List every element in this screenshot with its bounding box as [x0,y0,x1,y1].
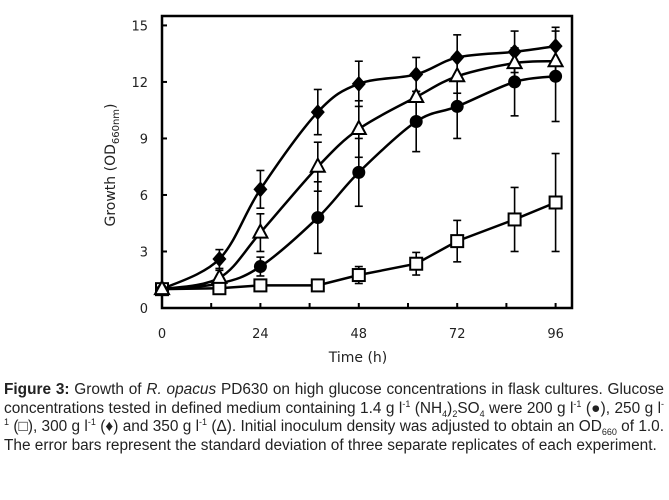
data-point [310,104,325,121]
growth-chart: 0 24 48 72 96 0 3 6 9 12 15 Time (h) Growth (OD66… [103,14,574,366]
data-point [448,66,466,83]
y-tick-label: 15 [131,19,148,34]
caption-text: PD630 on high glucose concentrations in … [4,381,664,417]
data-point [409,114,423,128]
data-point [505,52,524,70]
caption-text: ) [447,399,453,417]
data-point [409,66,424,83]
caption-sup: -1 [573,398,582,409]
y-tick-label: 12 [131,76,148,91]
data-point [351,75,366,92]
data-point [507,212,522,227]
figure-caption: Figure 3: Growth of R. opacus PD630 on h… [4,381,664,455]
x-tick-label: 24 [252,327,269,342]
x-axis-ticks: 0 24 48 72 96 [158,303,564,342]
data-point [352,165,366,179]
x-tick-label: 72 [449,327,466,342]
caption-sub: 4 [442,408,448,419]
data-point [253,181,268,198]
data-point [350,118,368,136]
data-point [407,86,425,104]
plot-border [160,14,574,310]
data-point [450,99,464,113]
data-point [450,234,465,249]
x-axis-title: Time (h) [328,350,388,366]
y-tick-label: 6 [140,189,148,204]
y-axis-title-close: ) [103,103,119,108]
caption-figure-label: Figure 3: [4,381,70,398]
caption-text: were 200 g l [484,399,574,417]
caption-text: (NH [410,399,443,417]
x-tick-label: 0 [158,327,166,342]
y-tick-label: 9 [140,132,148,147]
data-point [548,38,563,55]
data-point [212,251,227,268]
caption-sup: -1 [4,398,664,428]
series-circle-filled [161,30,560,291]
data-point [351,268,366,283]
data-point [309,156,327,173]
markers-diamond-filled [155,38,563,298]
data-point [253,278,268,293]
x-tick-label: 48 [351,327,368,342]
caption-text: (Δ). Initial inoculum density was adjust… [207,418,602,436]
x-tick-label: 96 [547,327,564,342]
caption-text: (♦) and 350 g l [95,418,199,436]
markers-triangle-open [153,51,565,296]
y-axis-ticks: 0 3 6 9 12 15 [131,19,167,317]
data-point [251,222,270,239]
data-point [507,43,522,60]
data-point [549,69,563,83]
caption-text: (□), 300 g l [9,418,88,436]
data-point [210,267,229,284]
series-layer [153,26,565,298]
caption-sub: 4 [479,408,485,419]
data-point [450,49,465,66]
data-point [409,256,424,271]
y-axis-title: Growth (OD660nm) [103,103,122,226]
data-point [546,51,565,68]
y-axis-title-main: Growth (OD [103,144,119,226]
data-point [212,281,227,296]
caption-sub: 660 [601,427,617,438]
caption-sup: -1 [199,417,208,428]
y-tick-label: 3 [140,245,148,260]
data-point [310,278,325,293]
caption-text: (●), 250 g l [581,399,661,417]
caption-sup: -1 [87,417,96,428]
data-point [548,195,563,210]
data-point [153,279,171,296]
data-point [253,260,267,274]
caption-organism: R. opacus [146,381,217,398]
data-point [311,211,325,225]
caption-text: of 1.0. The error bars represent the sta… [4,418,665,454]
caption-sup: -1 [402,398,411,409]
series-line [161,44,556,291]
y-tick-label: 0 [140,302,148,317]
plot-frame [160,14,574,310]
caption-text: SO [457,399,480,417]
caption-text: Growth of [69,381,147,398]
caption-sub: 2 [452,408,458,419]
data-point [508,75,522,89]
y-axis-title-subscript: 660nm [111,109,122,144]
